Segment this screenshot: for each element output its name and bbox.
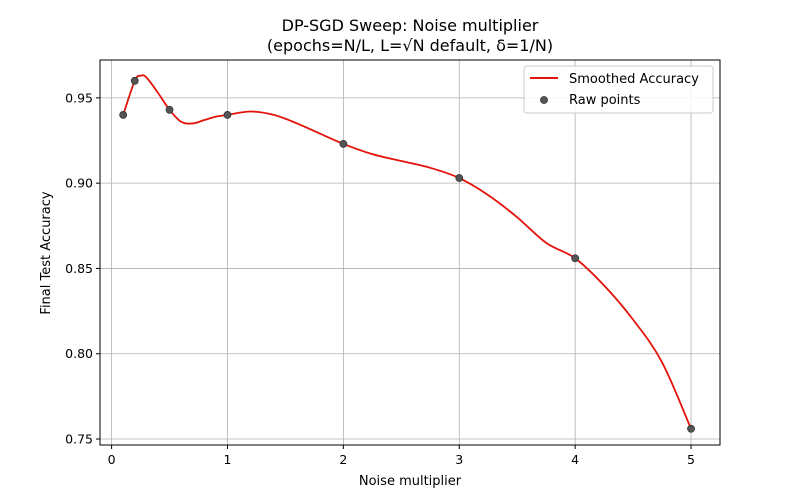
series-lines: [122, 74, 692, 430]
raw-data-point: [119, 111, 128, 119]
chart-subtitle: (epochs=N/L, L=√N default, δ=1/N): [267, 36, 553, 55]
raw-data-point: [339, 140, 348, 148]
grid-lines: [100, 60, 720, 445]
y-tick-label: 0.80: [65, 346, 93, 361]
x-tick-label: 2: [339, 452, 347, 467]
raw-data-point: [455, 174, 464, 182]
plot-frame: [99, 59, 721, 446]
y-tick-label: 0.90: [65, 176, 93, 191]
y-tick-label: 0.85: [65, 261, 93, 276]
scatter-points: [119, 76, 695, 433]
raw-data-point: [130, 76, 139, 85]
x-tick-label: 1: [224, 452, 232, 467]
legend-label-smoothed: Smoothed Accuracy: [569, 72, 699, 87]
raw-data-point: [687, 424, 695, 433]
raw-data-point: [165, 105, 174, 114]
raw-data-point: [223, 111, 232, 119]
y-axis-label: Final Test Accuracy: [39, 191, 54, 314]
y-tick-label: 0.95: [65, 90, 93, 105]
legend: Smoothed Accuracy Raw points: [523, 65, 714, 114]
y-tick-label: 0.75: [65, 432, 93, 447]
x-tick-label: 5: [687, 452, 695, 467]
axis-ticks: 0 1 2 3 4 5 0.75 0.80 0.85 0.90 0.95: [65, 90, 695, 467]
raw-data-point: [571, 254, 580, 263]
legend-point-swatch: [540, 96, 548, 104]
chart-title: DP-SGD Sweep: Noise multiplier: [282, 16, 539, 35]
legend-box: [523, 65, 714, 114]
x-tick-label: 0: [108, 452, 116, 467]
x-tick-label: 4: [571, 452, 579, 467]
x-tick-label: 3: [455, 452, 463, 467]
legend-label-raw: Raw points: [569, 93, 641, 108]
x-axis-label: Noise multiplier: [359, 474, 462, 489]
smoothed-accuracy-line: [122, 74, 692, 430]
